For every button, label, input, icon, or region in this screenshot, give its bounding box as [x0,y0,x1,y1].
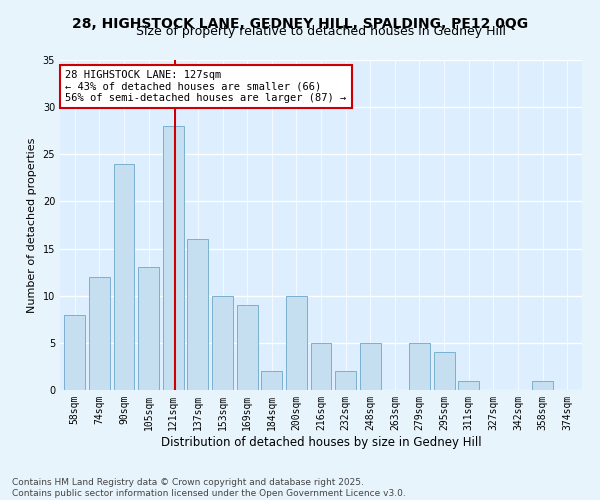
Bar [236,305,257,390]
Bar [89,277,110,390]
Bar [434,352,455,390]
Bar [113,164,134,390]
Bar [409,343,430,390]
Bar [311,343,331,390]
Bar [187,239,208,390]
Bar [163,126,184,390]
Bar [138,268,159,390]
X-axis label: Distribution of detached houses by size in Gedney Hill: Distribution of detached houses by size … [161,436,481,448]
Title: Size of property relative to detached houses in Gedney Hill: Size of property relative to detached ho… [136,25,506,38]
Y-axis label: Number of detached properties: Number of detached properties [27,138,37,312]
Text: 28 HIGHSTOCK LANE: 127sqm
← 43% of detached houses are smaller (66)
56% of semi-: 28 HIGHSTOCK LANE: 127sqm ← 43% of detac… [65,70,346,103]
Bar [64,314,85,390]
Bar [335,371,356,390]
Bar [212,296,233,390]
Bar [532,380,553,390]
Text: 28, HIGHSTOCK LANE, GEDNEY HILL, SPALDING, PE12 0QG: 28, HIGHSTOCK LANE, GEDNEY HILL, SPALDIN… [72,18,528,32]
Bar [261,371,282,390]
Bar [360,343,381,390]
Bar [286,296,307,390]
Text: Contains HM Land Registry data © Crown copyright and database right 2025.
Contai: Contains HM Land Registry data © Crown c… [12,478,406,498]
Bar [458,380,479,390]
